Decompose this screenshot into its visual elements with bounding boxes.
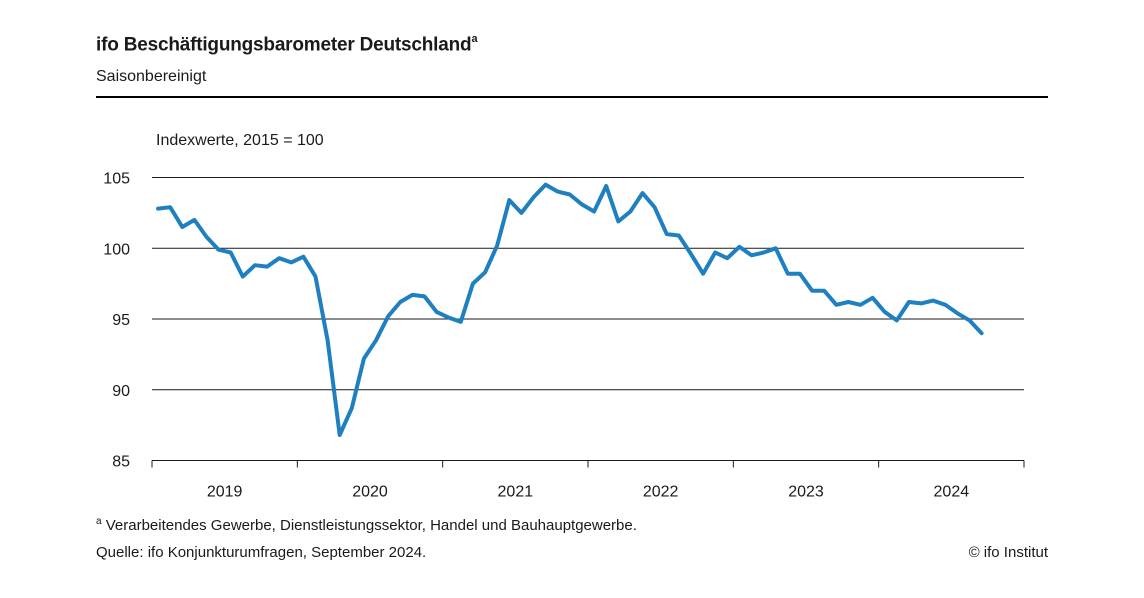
x-tick-label: 2019 bbox=[207, 484, 243, 501]
data-point bbox=[568, 192, 572, 196]
data-point bbox=[350, 406, 354, 410]
data-point bbox=[217, 248, 221, 252]
data-point bbox=[398, 300, 402, 304]
data-point bbox=[943, 303, 947, 307]
data-point bbox=[737, 245, 741, 249]
y-tick-label: 95 bbox=[112, 312, 130, 329]
data-point bbox=[192, 218, 196, 222]
x-tick-label: 2023 bbox=[788, 484, 824, 501]
data-point bbox=[386, 314, 390, 318]
data-point bbox=[822, 289, 826, 293]
data-point bbox=[980, 331, 984, 335]
data-point bbox=[205, 235, 209, 239]
data-point bbox=[423, 294, 427, 298]
y-tick-label: 105 bbox=[103, 171, 130, 188]
footnote-marker: a bbox=[96, 516, 102, 527]
data-point bbox=[907, 300, 911, 304]
series-layer bbox=[156, 182, 984, 437]
data-point bbox=[871, 296, 875, 300]
data-point bbox=[834, 303, 838, 307]
x-tick-label: 2022 bbox=[643, 484, 679, 501]
data-point bbox=[604, 184, 608, 188]
data-point bbox=[471, 282, 475, 286]
data-point bbox=[483, 270, 487, 274]
data-point bbox=[919, 301, 923, 305]
data-point bbox=[459, 320, 463, 324]
data-point bbox=[689, 252, 693, 256]
data-point bbox=[253, 263, 257, 267]
x-tick-label: 2021 bbox=[498, 484, 534, 501]
title-divider bbox=[96, 96, 1048, 98]
data-point bbox=[326, 338, 330, 342]
line-chart: Indexwerte, 2015 = 100 85 90 95 100 105 2019… bbox=[103, 132, 1025, 501]
data-point bbox=[447, 316, 451, 320]
data-point bbox=[968, 318, 972, 322]
data-point bbox=[786, 272, 790, 276]
data-point bbox=[628, 209, 632, 213]
data-point bbox=[762, 250, 766, 254]
data-point bbox=[592, 209, 596, 213]
data-point bbox=[725, 256, 729, 260]
data-point bbox=[156, 207, 160, 211]
data-point bbox=[265, 265, 269, 269]
gridlines bbox=[152, 177, 1024, 391]
data-point bbox=[495, 243, 499, 247]
data-point bbox=[653, 205, 657, 209]
y-tick-label: 85 bbox=[112, 454, 130, 471]
y-tick-label: 90 bbox=[112, 383, 130, 400]
x-tick-label: 2024 bbox=[934, 484, 970, 501]
data-point bbox=[955, 311, 959, 315]
data-point bbox=[532, 195, 536, 199]
chart-subtitle: Saisonbereinigt bbox=[96, 68, 207, 85]
data-point bbox=[435, 310, 439, 314]
data-point bbox=[750, 253, 754, 257]
data-point bbox=[846, 300, 850, 304]
footnote: a Verarbeitendes Gewerbe, Dienstleistung… bbox=[96, 516, 637, 534]
data-point bbox=[895, 318, 899, 322]
data-point bbox=[641, 191, 645, 195]
data-point bbox=[580, 202, 584, 206]
series-line bbox=[156, 182, 984, 437]
data-point bbox=[859, 303, 863, 307]
data-point bbox=[362, 357, 366, 361]
data-point bbox=[301, 255, 305, 259]
data-point bbox=[556, 190, 560, 194]
data-point bbox=[883, 310, 887, 314]
data-point bbox=[277, 256, 281, 260]
data-point bbox=[616, 219, 620, 223]
chart-title: ifo Beschäftigungsbarometer Deutschlanda bbox=[96, 33, 478, 56]
data-point bbox=[810, 289, 814, 293]
data-point bbox=[798, 272, 802, 276]
title-footnote-marker: a bbox=[471, 33, 478, 45]
copyright-credit: © ifo Institut bbox=[968, 544, 1048, 561]
data-point bbox=[229, 250, 233, 254]
data-point bbox=[314, 275, 318, 279]
data-point bbox=[774, 246, 778, 250]
y-axis-ticks: 85 90 95 100 105 bbox=[103, 171, 130, 471]
data-point bbox=[241, 275, 245, 279]
data-point bbox=[665, 232, 669, 236]
data-point bbox=[713, 250, 717, 254]
data-point bbox=[410, 293, 414, 297]
y-tick-label: 100 bbox=[103, 241, 130, 258]
x-tick-label: 2020 bbox=[352, 484, 388, 501]
data-point bbox=[519, 211, 523, 215]
source-note: Quelle: ifo Konjunkturumfragen, Septembe… bbox=[96, 544, 427, 561]
x-axis: 2019 2020 2021 2022 2023 2024 bbox=[151, 460, 1025, 501]
data-point bbox=[931, 299, 935, 303]
data-point bbox=[168, 205, 172, 209]
y-axis-label: Indexwerte, 2015 = 100 bbox=[156, 132, 324, 149]
data-point bbox=[338, 433, 342, 437]
data-point bbox=[701, 272, 705, 276]
data-point bbox=[289, 260, 293, 264]
data-point bbox=[374, 338, 378, 342]
data-point bbox=[544, 183, 548, 187]
data-point bbox=[180, 225, 184, 229]
data-point bbox=[507, 198, 511, 202]
data-point bbox=[677, 234, 681, 238]
